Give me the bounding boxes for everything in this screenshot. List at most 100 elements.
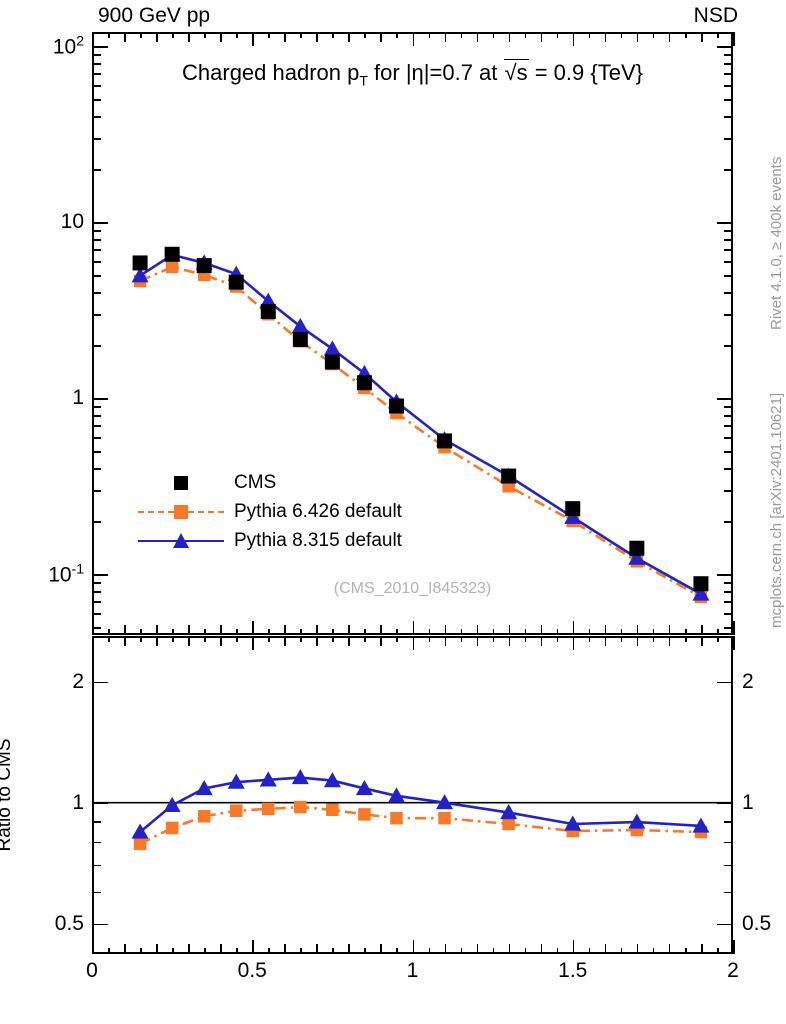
- header-left-beam-label: 900 GeV pp: [98, 4, 211, 27]
- legend-item-pythia6[interactable]: Pythia 6.426 default: [138, 497, 402, 526]
- axis-tick: [540, 636, 543, 646]
- axis-tick: [724, 62, 733, 65]
- axis-tick: [700, 944, 703, 954]
- axis-tick: [460, 32, 463, 38]
- axis-tick: [316, 625, 318, 635]
- axis-tick: [268, 32, 270, 38]
- axis-tick: [724, 467, 733, 470]
- legend-item-cms[interactable]: CMS: [138, 468, 402, 497]
- axis-tick: [460, 629, 463, 635]
- axis-tick: [724, 229, 733, 232]
- axis-tick: [268, 948, 270, 954]
- axis-tick: [444, 636, 447, 646]
- ratio-y-tick-label-left: 0.5: [54, 911, 84, 935]
- main-y-tick-label: 10-1: [48, 560, 84, 587]
- axis-tick: [92, 221, 108, 224]
- axis-tick: [92, 115, 101, 118]
- axis-tick: [668, 944, 671, 954]
- axis-tick: [684, 32, 687, 38]
- axis-tick: [724, 450, 733, 453]
- axis-tick: [724, 415, 733, 417]
- axis-tick: [92, 397, 108, 400]
- axis-tick: [348, 32, 350, 42]
- axis-tick: [364, 948, 367, 954]
- axis-tick: [492, 629, 495, 635]
- axis-tick: [364, 32, 367, 38]
- axis-tick: [396, 32, 399, 38]
- ratio-axis-label: Ratio to CMS: [0, 738, 15, 852]
- axis-tick: [172, 948, 174, 954]
- axis-tick: [428, 32, 431, 38]
- axis-tick: [92, 841, 101, 844]
- axis-tick: [556, 948, 559, 954]
- axis-tick: [252, 940, 254, 954]
- axis-tick: [396, 629, 399, 635]
- axis-tick: [508, 636, 511, 646]
- axis-tick: [636, 944, 639, 954]
- axis-tick: [252, 636, 254, 650]
- axis-tick: [620, 629, 623, 635]
- axis-tick: [428, 948, 431, 954]
- axis-tick: [332, 636, 334, 642]
- axis-tick: [92, 53, 101, 56]
- axis-tick: [717, 923, 733, 926]
- ratio-plot-panel: [92, 636, 733, 954]
- axis-tick: [724, 313, 733, 316]
- axis-tick: [724, 344, 733, 347]
- axis-tick: [92, 437, 101, 439]
- axis-tick: [300, 636, 302, 642]
- axis-tick: [724, 274, 733, 277]
- axis-tick: [220, 636, 222, 646]
- axis-tick: [588, 629, 591, 635]
- axis-tick: [92, 891, 101, 894]
- axis-tick: [724, 168, 733, 171]
- axis-tick: [92, 636, 94, 650]
- axis-tick: [724, 425, 733, 427]
- axis-tick: [140, 32, 142, 38]
- axis-tick: [724, 613, 733, 615]
- axis-tick: [124, 944, 126, 954]
- axis-tick: [492, 32, 495, 38]
- axis-tick: [556, 629, 559, 635]
- ratio-y-tick-label-right: 2: [742, 669, 754, 693]
- axis-tick: [236, 636, 238, 642]
- axis-tick: [444, 944, 447, 954]
- axis-tick: [733, 636, 735, 650]
- axis-tick: [188, 32, 190, 42]
- axis-tick: [492, 948, 495, 954]
- axis-tick: [92, 249, 101, 251]
- axis-tick: [220, 32, 222, 42]
- axis-tick: [236, 948, 238, 954]
- title-part2: for |η|=0.7 at: [367, 60, 504, 85]
- legend-label-pythia6: Pythia 6.426 default: [234, 500, 402, 522]
- axis-tick: [716, 32, 719, 38]
- axis-tick: [724, 437, 733, 439]
- axis-tick: [428, 636, 431, 642]
- axis-tick: [508, 944, 511, 954]
- axis-tick: [252, 621, 254, 635]
- axis-tick: [268, 636, 270, 642]
- axis-tick: [284, 944, 286, 954]
- axis-tick: [92, 98, 101, 101]
- axis-tick: [188, 636, 190, 646]
- axis-tick: [724, 864, 733, 867]
- axis-tick: [460, 948, 463, 954]
- x-tick-label: 0: [86, 959, 98, 982]
- axis-tick: [733, 940, 735, 954]
- axis-tick: [92, 168, 101, 171]
- axis-tick: [204, 636, 206, 642]
- axis-tick: [92, 274, 101, 277]
- legend-item-pythia8[interactable]: Pythia 8.315 default: [138, 526, 402, 555]
- axis-tick: [92, 591, 101, 593]
- axis-tick: [220, 944, 222, 954]
- axis-tick: [172, 32, 174, 38]
- axis-tick: [316, 32, 318, 42]
- axis-tick: [717, 45, 733, 48]
- axis-tick: [332, 948, 334, 954]
- axis-tick: [684, 636, 687, 642]
- axis-tick: [620, 32, 623, 38]
- legend-key-pythia6: [138, 502, 224, 522]
- axis-tick: [92, 73, 101, 75]
- axis-tick: [572, 621, 575, 635]
